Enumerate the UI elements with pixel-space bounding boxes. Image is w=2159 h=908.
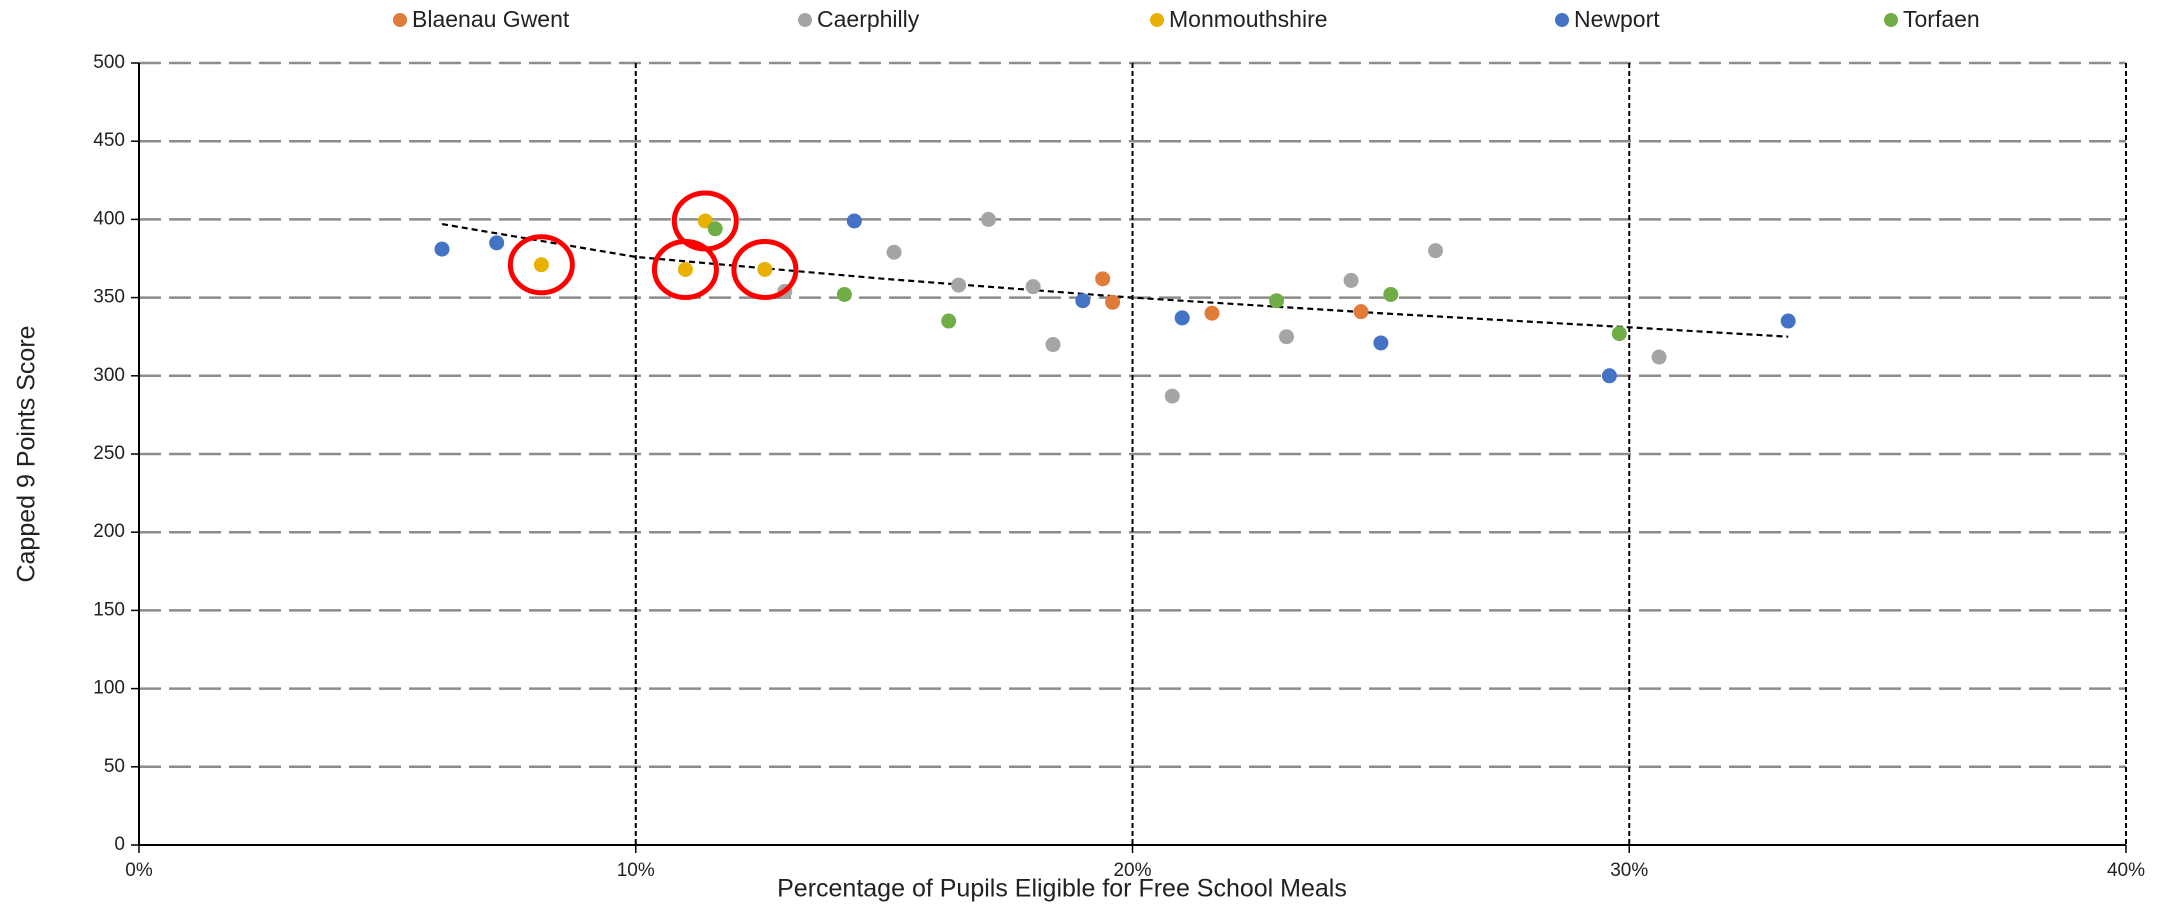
point — [846, 213, 862, 229]
y-tick-label: 50 — [104, 756, 125, 777]
legend-marker — [1150, 13, 1164, 27]
point — [941, 313, 957, 329]
legend-text: Monmouthshire — [1169, 6, 1328, 32]
point — [886, 244, 902, 260]
point — [1075, 293, 1091, 309]
point — [1045, 337, 1061, 353]
trendline — [441, 223, 1789, 338]
y-tick-label: 400 — [93, 208, 125, 229]
point — [1428, 243, 1444, 259]
point — [1780, 313, 1796, 329]
y-tick-label: 350 — [93, 287, 125, 308]
legend-text: Blaenau Gwent — [412, 6, 570, 32]
point — [757, 261, 773, 277]
y-axis-title: Capped 9 Points Score — [13, 325, 41, 582]
x-tick-label: 0% — [125, 860, 153, 881]
point — [1164, 388, 1180, 404]
point — [707, 221, 723, 237]
point — [1105, 294, 1121, 310]
point — [951, 277, 967, 293]
point — [1383, 286, 1399, 302]
x-tick-label: 30% — [1610, 860, 1648, 881]
legend-text: Torfaen — [1903, 6, 1980, 32]
y-tick-label: 200 — [93, 521, 125, 542]
point — [1269, 293, 1285, 309]
point — [1353, 304, 1369, 320]
x-tick-label: 40% — [2107, 860, 2145, 881]
y-tick-label: 150 — [93, 599, 125, 620]
point — [677, 261, 693, 277]
legend-text: Newport — [1574, 6, 1660, 32]
point — [836, 286, 852, 302]
y-tick-label: 100 — [93, 678, 125, 699]
point — [980, 211, 996, 227]
y-tick-label: 250 — [93, 443, 125, 464]
legend-marker — [798, 13, 812, 27]
legend-marker — [1555, 13, 1569, 27]
highlight-circle — [671, 190, 739, 252]
legend-marker — [1884, 13, 1898, 27]
y-tick-label: 300 — [93, 365, 125, 386]
legend-marker — [393, 13, 407, 27]
highlight-circle — [507, 234, 575, 296]
point — [1373, 335, 1389, 351]
point — [1174, 310, 1190, 326]
x-axis-title: Percentage of Pupils Eligible for Free S… — [777, 875, 1347, 903]
y-tick-label: 0 — [114, 834, 125, 855]
point — [533, 257, 549, 273]
y-tick-label: 450 — [93, 130, 125, 151]
x-tick-label: 10% — [617, 860, 655, 881]
x-tick-label: 20% — [1113, 860, 1151, 881]
legend-text: Caerphilly — [817, 6, 920, 32]
highlight-circle — [731, 238, 799, 300]
point — [1025, 279, 1041, 295]
point — [1343, 272, 1359, 288]
point — [1651, 349, 1667, 365]
point — [1095, 271, 1111, 287]
point — [434, 241, 450, 257]
point — [1204, 305, 1220, 321]
point — [1278, 329, 1294, 345]
y-tick-label: 500 — [93, 52, 125, 73]
point — [1601, 368, 1617, 384]
point — [1611, 326, 1627, 342]
point — [489, 235, 505, 251]
